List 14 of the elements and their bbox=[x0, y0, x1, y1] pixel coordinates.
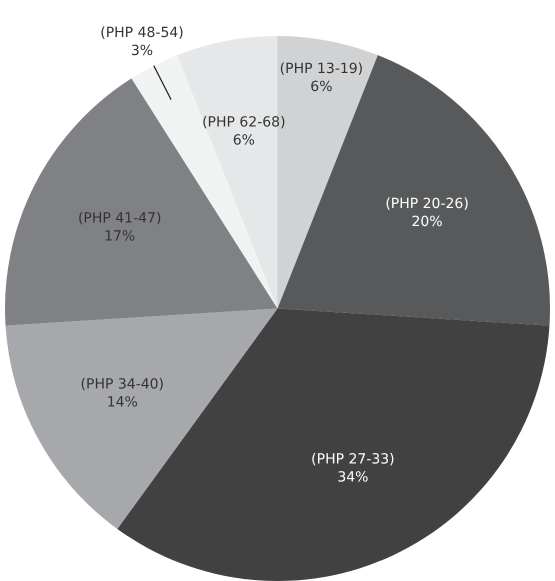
slice-label: (PHP 13-19) bbox=[280, 60, 364, 77]
slice-label: (PHP 41-47) bbox=[78, 210, 162, 227]
data-label: 14% bbox=[106, 394, 138, 410]
data-label: 3% bbox=[130, 43, 154, 60]
data-label: 6% bbox=[310, 78, 333, 95]
data-label: 17% bbox=[104, 228, 136, 245]
slice-label: (PHP 48-54) bbox=[100, 25, 184, 42]
data-label: 34% bbox=[337, 469, 368, 486]
slice-label: (PHP 62-68) bbox=[202, 114, 286, 130]
data-label: 20% bbox=[411, 214, 443, 230]
slice-label: (PHP 27-33) bbox=[311, 451, 395, 468]
slice-label: (PHP 34-40) bbox=[80, 376, 164, 392]
data-label: 6% bbox=[232, 132, 255, 148]
slice-label: (PHP 20-26) bbox=[385, 196, 469, 212]
